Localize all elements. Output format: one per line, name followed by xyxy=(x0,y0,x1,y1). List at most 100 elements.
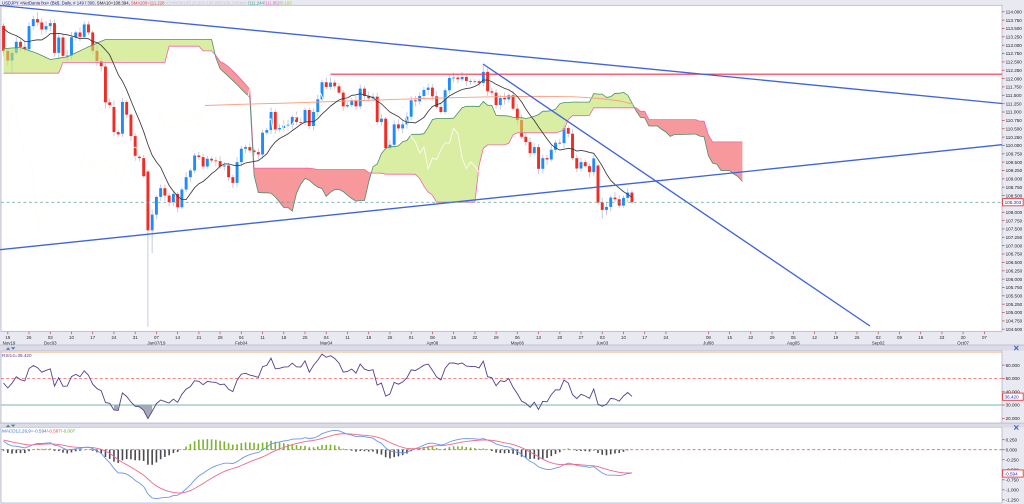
svg-text:27: 27 xyxy=(579,335,584,340)
svg-text:109.750: 109.750 xyxy=(1006,152,1023,157)
svg-text:109.000: 109.000 xyxy=(1006,177,1023,182)
svg-text:-0.594: -0.594 xyxy=(1005,471,1018,476)
svg-text:RSI14=36.420: RSI14=36.420 xyxy=(2,353,32,358)
svg-text:Mar04: Mar04 xyxy=(320,340,333,345)
svg-text:111.000: 111.000 xyxy=(1006,110,1022,115)
svg-text:-1.250: -1.250 xyxy=(1006,498,1019,503)
svg-text:09: 09 xyxy=(897,335,902,340)
svg-text:111.750: 111.750 xyxy=(1006,85,1022,90)
svg-text:01: 01 xyxy=(409,335,414,340)
svg-text:11: 11 xyxy=(260,335,265,340)
svg-text:17: 17 xyxy=(642,335,647,340)
svg-text:15: 15 xyxy=(451,335,456,340)
svg-text:22: 22 xyxy=(748,335,753,340)
svg-text:12: 12 xyxy=(812,335,817,340)
svg-text:29: 29 xyxy=(494,335,499,340)
svg-text:110.250: 110.250 xyxy=(1006,135,1023,140)
svg-text:109.250: 109.250 xyxy=(1006,168,1023,173)
svg-text:105.500: 105.500 xyxy=(1006,294,1023,299)
svg-text:-0.750: -0.750 xyxy=(1006,478,1019,483)
svg-text:60.000: 60.000 xyxy=(1006,363,1020,368)
svg-text:113.000: 113.000 xyxy=(1006,43,1023,48)
svg-text:107.500: 107.500 xyxy=(1006,227,1023,232)
svg-text:25: 25 xyxy=(303,335,308,340)
svg-text:106.000: 106.000 xyxy=(1006,277,1023,282)
svg-text:110.500: 110.500 xyxy=(1006,126,1023,131)
svg-text:106.250: 106.250 xyxy=(1006,269,1023,274)
svg-text:-1.000: -1.000 xyxy=(1006,488,1019,493)
svg-text:29: 29 xyxy=(770,335,775,340)
svg-text:18: 18 xyxy=(366,335,371,340)
svg-text:26: 26 xyxy=(27,335,32,340)
svg-text:23: 23 xyxy=(939,335,944,340)
svg-text:31: 31 xyxy=(133,335,138,340)
svg-text:104.500: 104.500 xyxy=(1006,327,1023,332)
svg-text:106.500: 106.500 xyxy=(1006,260,1023,265)
svg-text:18: 18 xyxy=(281,335,286,340)
svg-text:Dec03: Dec03 xyxy=(44,340,57,345)
svg-text:05: 05 xyxy=(791,335,796,340)
svg-text:15: 15 xyxy=(727,335,732,340)
svg-text:USDJPY <NetDania fxs> (Bid), D: USDJPY <NetDania fxs> (Bid), Daily, # 14… xyxy=(2,0,292,5)
svg-text:109.500: 109.500 xyxy=(1006,160,1023,165)
svg-text:110.750: 110.750 xyxy=(1006,118,1023,123)
svg-text:108.500: 108.500 xyxy=(1006,193,1023,198)
svg-text:13: 13 xyxy=(536,335,541,340)
svg-text:40.000: 40.000 xyxy=(1006,389,1020,394)
svg-text:08: 08 xyxy=(430,335,435,340)
svg-text:105.750: 105.750 xyxy=(1006,285,1023,290)
svg-text:Nov19: Nov19 xyxy=(3,340,16,345)
svg-text:113.750: 113.750 xyxy=(1006,18,1023,23)
svg-text:105.250: 105.250 xyxy=(1006,302,1023,307)
svg-text:26: 26 xyxy=(855,335,860,340)
svg-text:20: 20 xyxy=(557,335,562,340)
svg-text:22: 22 xyxy=(472,335,477,340)
svg-text:11: 11 xyxy=(345,335,350,340)
svg-text:104.750: 104.750 xyxy=(1006,319,1023,324)
svg-text:04: 04 xyxy=(239,335,244,340)
svg-text:Aug05: Aug05 xyxy=(787,340,800,345)
svg-text:106.750: 106.750 xyxy=(1006,252,1023,257)
svg-text:21: 21 xyxy=(196,335,201,340)
svg-text:06: 06 xyxy=(515,335,520,340)
svg-text:-0.250: -0.250 xyxy=(1006,457,1019,462)
svg-text:110.000: 110.000 xyxy=(1006,143,1023,148)
svg-text:112.500: 112.500 xyxy=(1006,60,1023,65)
svg-text:113.250: 113.250 xyxy=(1006,35,1023,40)
svg-text:19: 19 xyxy=(5,335,10,340)
svg-text:112.750: 112.750 xyxy=(1006,51,1023,56)
svg-text:28: 28 xyxy=(218,335,223,340)
svg-text:105.000: 105.000 xyxy=(1006,310,1023,315)
svg-text:07: 07 xyxy=(982,335,987,340)
svg-text:02: 02 xyxy=(876,335,881,340)
svg-text:Oct07: Oct07 xyxy=(957,340,969,345)
svg-text:08: 08 xyxy=(706,335,711,340)
svg-text:03: 03 xyxy=(600,335,605,340)
svg-text:24: 24 xyxy=(663,335,668,340)
svg-text:112.250: 112.250 xyxy=(1006,68,1023,73)
svg-text:16: 16 xyxy=(918,335,923,340)
svg-text:10: 10 xyxy=(69,335,74,340)
svg-text:108.000: 108.000 xyxy=(1006,210,1023,215)
svg-text:Jun03: Jun03 xyxy=(596,340,609,345)
svg-text:Feb04: Feb04 xyxy=(235,340,248,345)
svg-text:25: 25 xyxy=(387,335,392,340)
svg-text:Jan07/19: Jan07/19 xyxy=(147,340,166,345)
svg-text:107.750: 107.750 xyxy=(1006,218,1023,223)
svg-text:Sep02: Sep02 xyxy=(872,340,885,345)
svg-text:17: 17 xyxy=(90,335,95,340)
svg-text:MACD12,26,9=-0.594/-0.587/-0.0: MACD12,26,9=-0.594/-0.587/-0.007 xyxy=(2,429,76,434)
svg-text:36.420: 36.420 xyxy=(1005,395,1019,400)
svg-text:30.000: 30.000 xyxy=(1006,403,1020,408)
svg-text:107.250: 107.250 xyxy=(1006,235,1023,240)
svg-text:19: 19 xyxy=(833,335,838,340)
svg-text:30: 30 xyxy=(961,335,966,340)
svg-text:Apr08: Apr08 xyxy=(427,340,439,345)
svg-text:May06: May06 xyxy=(511,340,525,345)
svg-text:20.000: 20.000 xyxy=(1006,416,1020,421)
svg-text:111.500: 111.500 xyxy=(1006,93,1022,98)
svg-text:Jul08: Jul08 xyxy=(703,340,714,345)
svg-text:108.303: 108.303 xyxy=(1005,200,1022,205)
svg-text:14: 14 xyxy=(175,335,180,340)
svg-text:112.000: 112.000 xyxy=(1006,76,1023,81)
